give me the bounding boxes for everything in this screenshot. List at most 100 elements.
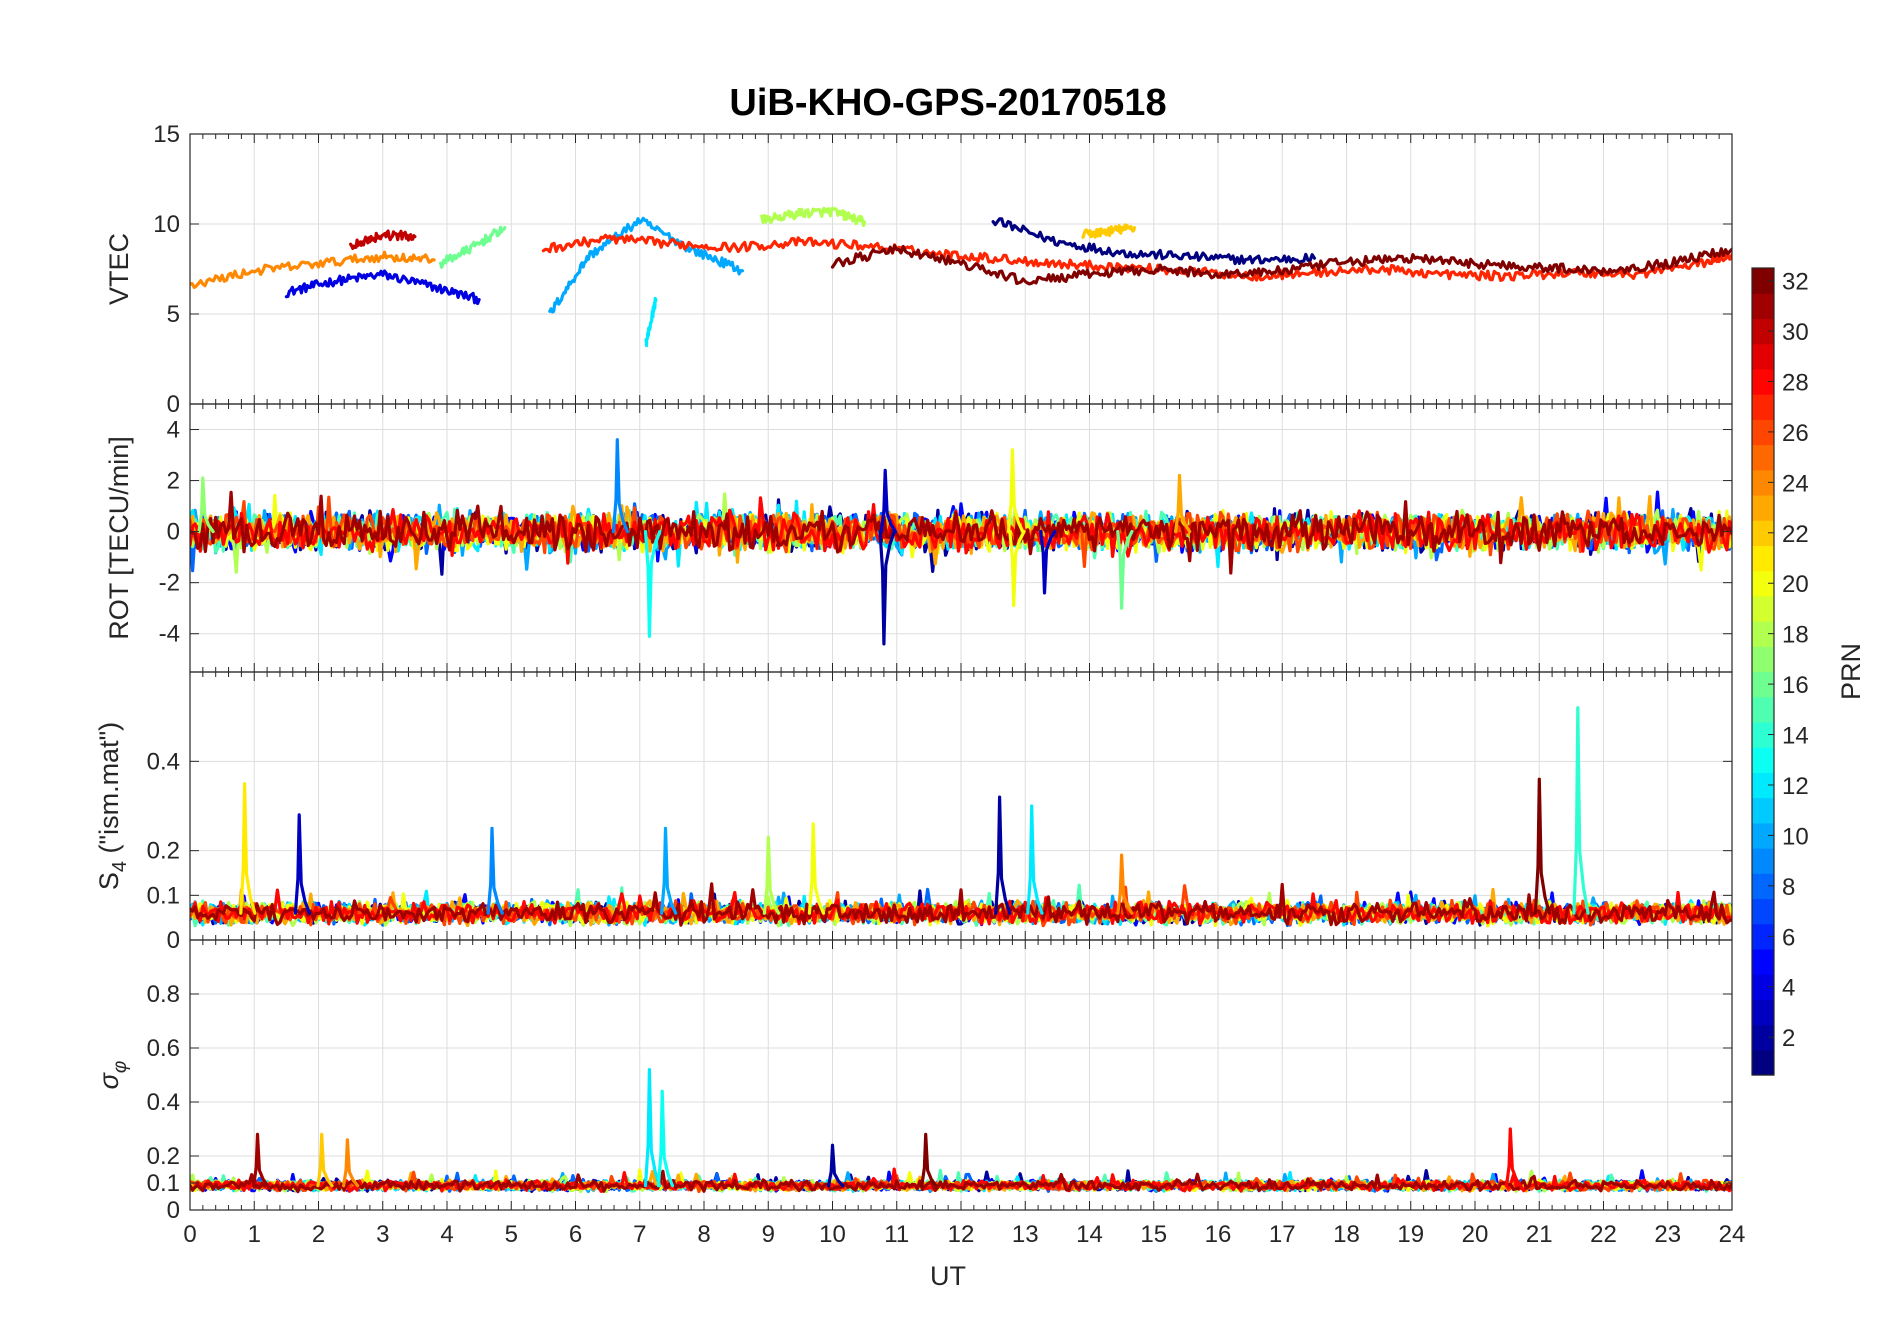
spike-prn-10 bbox=[660, 826, 678, 915]
colorbar-swatch-prn-10 bbox=[1752, 822, 1774, 849]
colorbar-swatch-prn-1 bbox=[1752, 1049, 1774, 1076]
panel-3: 0 0.1 0.2 0.4 S4 ("ism.mat") bbox=[94, 671, 1733, 954]
colorbar-swatch-prn-27 bbox=[1752, 394, 1774, 420]
colorbar-swatch-prn-5 bbox=[1752, 948, 1774, 975]
y-axis-label: ROT [TECU/min] bbox=[104, 436, 134, 640]
spike-prn-24 bbox=[1116, 853, 1134, 915]
x-tick-label: 6 bbox=[569, 1221, 582, 1248]
x-tick-label: 1 bbox=[248, 1221, 261, 1248]
spike-prn-9 bbox=[486, 826, 504, 915]
colorbar-swatch-prn-6 bbox=[1752, 923, 1774, 950]
colorbar-tick-label: 16 bbox=[1782, 672, 1809, 699]
y-tick-label: 0 bbox=[167, 927, 180, 954]
colorbar-tick-label: 22 bbox=[1782, 521, 1809, 548]
colorbar-swatch-prn-11 bbox=[1752, 797, 1774, 824]
y-tick-label: -4 bbox=[159, 621, 180, 648]
spike-prn-28 bbox=[1504, 1127, 1523, 1188]
minor-ticks bbox=[189, 404, 1733, 672]
colorbar-swatch-prn-7 bbox=[1752, 898, 1774, 925]
y-axis-label-s4: S4 ("ism.mat") bbox=[94, 722, 131, 890]
colorbar-swatch-prn-26 bbox=[1752, 419, 1774, 446]
vtec-series-prn-12 bbox=[644, 296, 658, 348]
y-tick-label: 0.2 bbox=[147, 838, 180, 865]
colorbar-swatch-prn-31 bbox=[1752, 293, 1774, 320]
colorbar-label: PRN bbox=[1836, 643, 1866, 700]
x-tick-label: 4 bbox=[440, 1221, 453, 1248]
x-tick-label: 16 bbox=[1205, 1221, 1232, 1248]
colorbar-swatch-prn-18 bbox=[1752, 621, 1774, 647]
x-tick-label: 21 bbox=[1526, 1221, 1553, 1248]
x-tick-label: 0 bbox=[183, 1221, 196, 1248]
x-axis-label: UT bbox=[930, 1261, 966, 1291]
spike-prn-20 bbox=[1006, 448, 1025, 534]
colorbar-swatch-prn-32 bbox=[1752, 268, 1774, 294]
y-tick-label: 15 bbox=[153, 121, 180, 148]
y-axis-label: VTEC bbox=[104, 233, 134, 305]
y-tick-label: 0 bbox=[167, 519, 180, 546]
data-traces bbox=[190, 706, 1732, 928]
colorbar-swatch-prn-25 bbox=[1752, 444, 1774, 471]
spike-prn-12 bbox=[1026, 804, 1044, 915]
noise-trace-prn-31 bbox=[190, 882, 1732, 927]
y-tick-label: 0.1 bbox=[147, 1170, 180, 1197]
colorbar-swatch-prn-22 bbox=[1752, 520, 1774, 547]
spike-prn-31 bbox=[252, 1132, 270, 1188]
spike-prn-20 bbox=[1008, 530, 1026, 608]
colorbar-swatch-prn-16 bbox=[1752, 671, 1774, 698]
minor-ticks bbox=[189, 134, 1733, 404]
y-tick-label: 4 bbox=[167, 417, 180, 444]
x-tick-label: 10 bbox=[819, 1221, 846, 1248]
spike-prn-14 bbox=[1572, 706, 1590, 915]
vtec-series-prn-10 bbox=[548, 216, 745, 314]
x-tick-label: 8 bbox=[697, 1221, 710, 1248]
colorbar-tick-label: 12 bbox=[1782, 773, 1809, 800]
colorbar-swatch-prn-15 bbox=[1752, 696, 1774, 723]
colorbar-swatch-prn-19 bbox=[1752, 595, 1774, 622]
colorbar-tick-label: 8 bbox=[1782, 874, 1795, 901]
panel-2: -4 -2 0 2 4 ROT [TECU/min] bbox=[104, 403, 1733, 673]
spike-prn-32 bbox=[920, 1132, 938, 1188]
colorbar-swatch-prn-9 bbox=[1752, 848, 1774, 874]
y-tick-label: 0 bbox=[167, 1197, 180, 1224]
colorbar-tick-label: 18 bbox=[1782, 622, 1809, 649]
spike-prn-24 bbox=[342, 1138, 360, 1188]
y-tick-label: 0.2 bbox=[147, 1143, 180, 1170]
x-tick-label: 17 bbox=[1269, 1221, 1296, 1248]
colorbar-swatch-prn-24 bbox=[1752, 469, 1774, 496]
colorbar-swatch-prn-23 bbox=[1752, 494, 1774, 521]
colorbar-tick-label: 28 bbox=[1782, 369, 1809, 396]
x-tick-label: 5 bbox=[505, 1221, 518, 1248]
vtec-series-prn-16 bbox=[439, 225, 507, 269]
y-tick-label: 0 bbox=[167, 391, 180, 418]
grid-lines bbox=[189, 133, 1733, 405]
data-traces bbox=[190, 1068, 1732, 1194]
spike-prn-13 bbox=[656, 1089, 675, 1188]
colorbar-swatch-prn-8 bbox=[1752, 873, 1774, 900]
colorbar-tick-label: 30 bbox=[1782, 319, 1809, 346]
colorbar-swatch-prn-2 bbox=[1752, 1024, 1774, 1051]
x-tick-label: 2 bbox=[312, 1221, 325, 1248]
spike-prn-20 bbox=[807, 822, 826, 915]
y-tick-label: 0.4 bbox=[147, 1089, 180, 1116]
data-traces bbox=[190, 438, 1732, 646]
grid-lines bbox=[189, 940, 1733, 1211]
x-tick-label: 15 bbox=[1140, 1221, 1167, 1248]
spike-prn-18 bbox=[762, 835, 781, 915]
vtec-series-prn-22 bbox=[1081, 223, 1137, 239]
colorbar-frame bbox=[1751, 267, 1775, 1076]
colorbar-swatch-prn-4 bbox=[1752, 974, 1774, 1000]
colorbar-tick-label: 10 bbox=[1782, 823, 1809, 850]
spike-prn-23 bbox=[1174, 473, 1192, 534]
vtec-series-prn-30 bbox=[349, 229, 417, 250]
colorbar-tick-label: 26 bbox=[1782, 420, 1809, 447]
x-tick-label: 3 bbox=[376, 1221, 389, 1248]
spike-prn-16 bbox=[1116, 530, 1134, 610]
minor-ticks bbox=[189, 940, 1733, 1210]
colorbar-swatch-prn-28 bbox=[1752, 368, 1774, 395]
y-tick-label: 2 bbox=[167, 468, 180, 495]
x-tick-label: 24 bbox=[1719, 1221, 1746, 1248]
spike-prn-3 bbox=[1039, 530, 1057, 595]
